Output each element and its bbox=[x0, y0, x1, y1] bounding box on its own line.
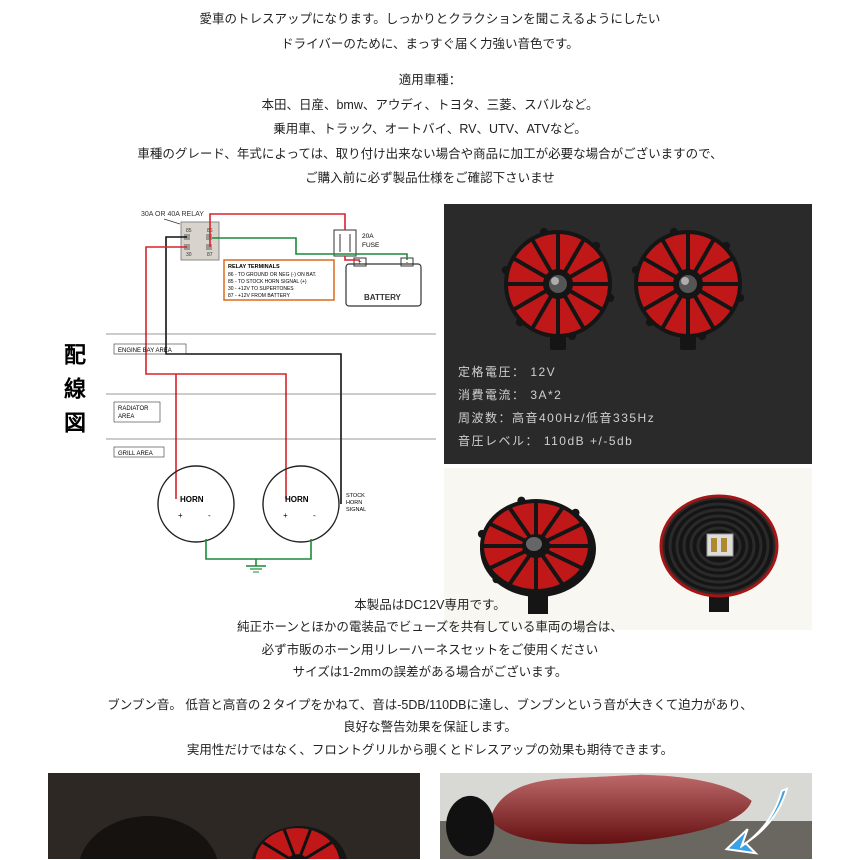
intro-text: 愛車のトレスアップになります。しっかりとクラクションを聞こえるようにしたい ドラ… bbox=[0, 0, 860, 204]
svg-text:HORN: HORN bbox=[285, 495, 309, 504]
svg-text:30A OR 40A RELAY: 30A OR 40A RELAY bbox=[141, 211, 204, 218]
bottom-right-image bbox=[440, 773, 812, 859]
note-line: 必ず市販のホーン用リレーハーネスセットをご使用ください bbox=[20, 639, 840, 662]
intro-line: ドライバーのために、まっすぐ届く力強い音色です。 bbox=[20, 33, 840, 56]
note-line: 良好な警告効果を保証します。 bbox=[20, 716, 840, 739]
svg-text:HORN: HORN bbox=[346, 500, 362, 506]
svg-text:30: 30 bbox=[186, 252, 192, 258]
svg-text:87: 87 bbox=[207, 252, 213, 258]
intro-line: 適用車種： bbox=[20, 69, 840, 92]
svg-text:-: - bbox=[313, 511, 316, 520]
note-line: サイズは1-2mmの誤差がある場合がございます。 bbox=[20, 661, 840, 684]
intro-line: 愛車のトレスアップになります。しっかりとクラクションを聞こえるようにしたい bbox=[20, 8, 840, 31]
svg-text:RADIATOR: RADIATOR bbox=[118, 406, 149, 412]
horn-back-view bbox=[631, 474, 806, 624]
intro-line: 車種のグレード、年式によっては、取り付け出来ない場合や商品に加工が必要な場合がご… bbox=[20, 143, 840, 166]
bottom-left-image bbox=[48, 773, 420, 859]
svg-text:AREA: AREA bbox=[118, 414, 134, 420]
spec-line: 定格電圧： 12V bbox=[458, 361, 798, 384]
svg-text:+: + bbox=[283, 511, 288, 520]
note-line: 実用性だけではなく、フロントグリルから覗くとドレスアップの効果も期待できます。 bbox=[20, 739, 840, 762]
product-spec-box: 定格電圧： 12V 消費電流： 3A*2 周波数：高音400Hz/低音335Hz… bbox=[444, 204, 812, 465]
svg-text:STOCK: STOCK bbox=[346, 493, 365, 499]
note-line: ブンブン音。 低音と高音の２タイプをかねて、音は-5DB/110DBに達し、ブン… bbox=[20, 694, 840, 717]
intro-line: ご購入前に必ず製品仕様をご確認下さいませ bbox=[20, 167, 840, 190]
svg-text:85: 85 bbox=[186, 228, 192, 234]
svg-text:BATTERY: BATTERY bbox=[364, 293, 402, 302]
svg-text:30 - +12V TO SUPERTONES: 30 - +12V TO SUPERTONES bbox=[228, 286, 294, 292]
svg-text:20A: 20A bbox=[362, 233, 374, 240]
wiring-diagram: 30A OR 40A RELAY85863087+-BATTERY20AFUSE… bbox=[106, 204, 436, 574]
spec-line: 消費電流： 3A*2 bbox=[458, 384, 798, 407]
svg-text:+: + bbox=[178, 511, 183, 520]
right-panel: 定格電圧： 12V 消費電流： 3A*2 周波数：高音400Hz/低音335Hz… bbox=[444, 204, 812, 584]
svg-text:GRILL AREA: GRILL AREA bbox=[118, 451, 153, 457]
svg-text:-: - bbox=[208, 511, 211, 520]
intro-line: 乗用車、トラック、オートバイ、RV、UTV、ATVなど。 bbox=[20, 118, 840, 141]
side-label-col: 配線図 bbox=[48, 204, 98, 584]
svg-text:HORN: HORN bbox=[180, 495, 204, 504]
svg-text:-: - bbox=[406, 260, 408, 266]
svg-text:SIGNAL: SIGNAL bbox=[346, 507, 366, 513]
svg-text:86 - TO GROUND OR NEG (-) ON B: 86 - TO GROUND OR NEG (-) ON BAT. bbox=[228, 272, 316, 278]
bottom-images bbox=[0, 769, 860, 859]
svg-text:+: + bbox=[358, 260, 362, 266]
svg-text:85 - TO STOCK HORN SIGNAL (+): 85 - TO STOCK HORN SIGNAL (+) bbox=[228, 279, 307, 285]
svg-text:ENGINE BAY AREA: ENGINE BAY AREA bbox=[118, 348, 172, 354]
intro-line: 本田、日産、bmw、アウディ、トヨタ、三菱、スバルなど。 bbox=[20, 94, 840, 117]
middle-section: 配線図 30A OR 40A RELAY85863087+-BATTERY20A… bbox=[0, 204, 860, 584]
spec-line: 周波数：高音400Hz/低音335Hz bbox=[458, 407, 798, 430]
wiring-label: 配線図 bbox=[57, 343, 89, 445]
spec-line: 音圧レベル： 110dB +/-5db bbox=[458, 430, 798, 453]
svg-text:RELAY TERMINALS: RELAY TERMINALS bbox=[228, 264, 280, 270]
svg-text:87 - +12V FROM BATTERY: 87 - +12V FROM BATTERY bbox=[228, 293, 291, 299]
svg-text:FUSE: FUSE bbox=[362, 242, 380, 249]
